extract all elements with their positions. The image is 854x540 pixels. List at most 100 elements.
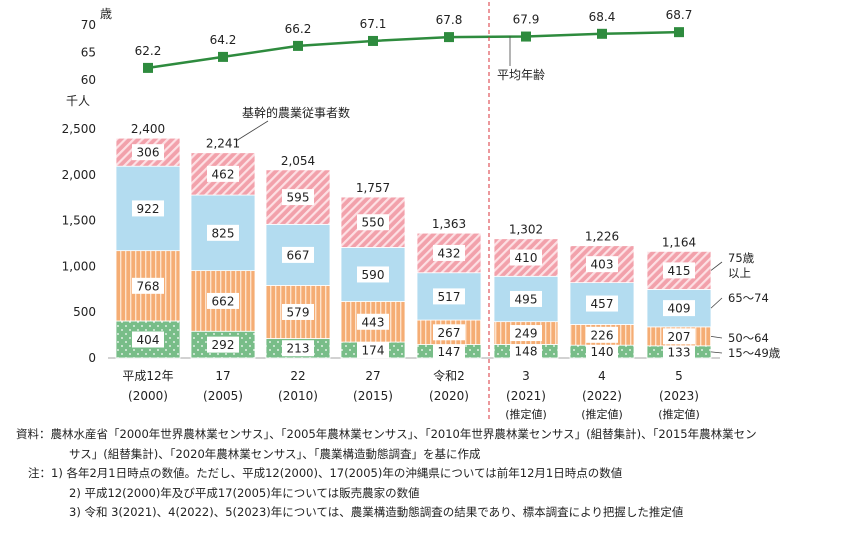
- bar-value-label-1-0: 292: [212, 338, 235, 352]
- line-value-label-4: 67.8: [436, 13, 463, 27]
- x-tick-label-6: 4: [598, 369, 606, 383]
- x-tick-year-2: (2010): [278, 389, 318, 403]
- bar-value-label-3-2: 590: [362, 268, 385, 282]
- line-y-tick-2: 60: [81, 73, 96, 87]
- bar-value-label-0-1: 768: [137, 279, 160, 293]
- bar-value-bg-3-3: [357, 214, 389, 231]
- x-tick-estimate-5: (推定値): [505, 407, 547, 421]
- bar-total-label-2: 2,054: [281, 154, 315, 168]
- bar-segment-7-3: [646, 250, 712, 290]
- bar-value-bg-2-3: [282, 189, 314, 206]
- legend-label-1-0: 50～64: [728, 331, 769, 345]
- x-tick-year-4: (2020): [429, 389, 469, 403]
- source-line-2: サス」(組替集計)、「2020年農林業センサス」、「農業構造動態調査」を基に作成: [69, 446, 481, 461]
- x-tick-label-3: 27: [365, 369, 380, 383]
- bar-value-label-4-0: 147: [438, 345, 461, 359]
- bar-value-label-7-0: 133: [668, 345, 691, 359]
- line-point-0: [143, 62, 153, 73]
- x-tick-year-3: (2015): [353, 389, 393, 403]
- bar-value-label-2-3: 595: [287, 191, 310, 205]
- bar-value-bg-2-2: [282, 246, 314, 263]
- line-value-label-2: 66.2: [285, 22, 312, 36]
- bar-value-bg-3-2: [357, 266, 389, 283]
- bar-value-bg-5-2: [510, 290, 542, 307]
- bar-value-bg-6-1: [586, 326, 618, 343]
- bar-value-label-4-2: 517: [438, 290, 461, 304]
- line-value-label-7: 68.7: [666, 8, 693, 22]
- bar-value-label-5-2: 495: [515, 292, 538, 306]
- line-value-label-3: 67.1: [360, 17, 387, 31]
- bar-y-ticks: 2,500 2,000 1,500 1,000 500 0: [62, 122, 720, 365]
- legend-leader-2: [710, 297, 723, 309]
- bar-value-bg-4-1: [433, 324, 465, 341]
- bar-total-label-6: 1,226: [585, 230, 619, 244]
- x-tick-label-4: 令和2: [433, 368, 465, 383]
- bar-value-label-5-3: 410: [515, 251, 538, 265]
- bar-value-label-6-2: 457: [591, 297, 614, 311]
- x-tick-year-6: (2022): [582, 389, 622, 403]
- x-tick-year-7: (2023): [659, 389, 699, 403]
- bar-total-label-3: 1,757: [356, 181, 390, 195]
- bar-total-label-0: 2,400: [131, 122, 165, 136]
- line-legend-label: 平均年齢: [497, 67, 545, 82]
- line-point-1: [218, 51, 228, 62]
- bar-value-label-5-1: 249: [515, 327, 538, 341]
- x-tick-label-2: 22: [290, 369, 305, 383]
- x-tick-year-5: (2021): [506, 389, 546, 403]
- legend-label-2-0: 65～74: [728, 291, 769, 305]
- bar-value-label-4-1: 267: [438, 326, 461, 340]
- bar-value-bg-7-3: [663, 262, 695, 279]
- source-text-1: 農林水産省「2000年世界農林業センサス」、「2005年農林業センサス」、「20…: [50, 427, 757, 441]
- line-y-tick-0: 70: [81, 18, 96, 32]
- bar-value-bg-3-0: [357, 342, 389, 359]
- line-point-3: [368, 35, 378, 46]
- line-y-ticks: 70 65 60: [81, 18, 96, 87]
- bar-value-bg-5-3: [510, 249, 542, 266]
- bar-value-bg-6-0: [586, 343, 618, 360]
- note-line-2: 2) 平成12(2000)年及び平成17(2005)年については販売農家の数値: [69, 485, 420, 500]
- line-y-tick-1: 65: [81, 46, 96, 60]
- bar-value-bg-2-1: [282, 303, 314, 320]
- notes: 資料：農林水産省「2000年世界農林業センサス」、「2005年農林業センサス」、…: [16, 425, 846, 523]
- bar-value-label-7-1: 207: [668, 330, 691, 344]
- line-path: [147, 30, 680, 70]
- bar-value-bg-7-0: [663, 343, 695, 360]
- x-tick-estimate-7: (推定値): [658, 407, 700, 421]
- line-value-label-6: 68.4: [589, 10, 616, 24]
- x-tick-year-1: (2005): [203, 389, 243, 403]
- bar-value-label-6-3: 403: [591, 258, 614, 272]
- source-line-1: 資料：農林水産省「2000年世界農林業センサス」、「2005年農林業センサス」、…: [16, 425, 846, 445]
- bar-value-label-7-2: 409: [668, 302, 691, 316]
- line-value-label-5: 67.9: [513, 13, 540, 27]
- bar-y-tick-1: 2,000: [62, 168, 96, 182]
- legend-label-3-0: 75歳: [728, 251, 755, 265]
- legend-label-0-0: 15～49歳: [728, 346, 781, 360]
- bar-value-bg-4-0: [433, 343, 465, 360]
- legend-leader-0: [710, 351, 723, 354]
- x-tick-label-5: 3: [522, 369, 530, 383]
- bar-y-tick-3: 1,000: [62, 259, 96, 273]
- bar-total-label-5: 1,302: [509, 223, 543, 237]
- bar-value-label-4-3: 432: [438, 246, 461, 260]
- bar-value-label-2-0: 213: [287, 342, 310, 356]
- bar-value-label-2-1: 579: [287, 305, 310, 319]
- x-tick-year-0: (2000): [128, 389, 168, 403]
- line-series: 62.2 64.2 66.2 67.1 67.8 67.9 68.4 68.7: [135, 8, 693, 73]
- bar-value-bg-1-3: [207, 165, 239, 182]
- x-tick-label-7: 5: [675, 369, 683, 383]
- chart: 歳 70 65 60 62.2 64.2 66.2 67.1 67.8 67.9 68.4 68.…: [62, 2, 781, 421]
- bar-y-tick-4: 500: [73, 305, 96, 319]
- bar-value-label-0-3: 306: [137, 146, 160, 160]
- annotation-leader: [235, 120, 269, 142]
- line-point-6: [597, 28, 607, 39]
- line-value-label-0: 62.2: [135, 44, 162, 58]
- bar-value-bg-3-1: [357, 313, 389, 330]
- bar-y-tick-0: 2,500: [62, 122, 96, 136]
- bar-value-label-5-0: 148: [515, 345, 538, 359]
- line-value-label-1: 64.2: [210, 33, 237, 47]
- bar-value-label-7-3: 415: [668, 264, 691, 278]
- bar-value-label-3-3: 550: [362, 216, 385, 230]
- bar-value-label-3-0: 174: [362, 344, 385, 358]
- bar-y-tick-2: 1,500: [62, 214, 96, 228]
